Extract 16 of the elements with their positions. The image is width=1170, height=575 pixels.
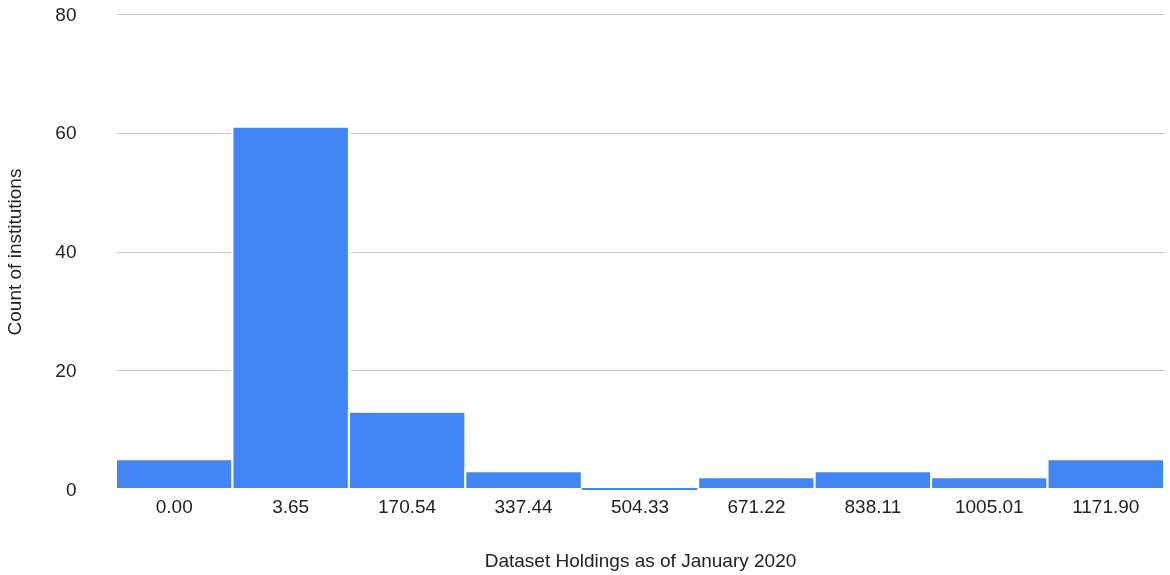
x-tick-label: 1171.90 [1072, 495, 1140, 517]
y-tick-label: 40 [55, 241, 77, 262]
x-tick-label: 671.22 [727, 495, 786, 517]
x-tick-label: 170.54 [378, 495, 437, 517]
x-axis-title: Dataset Holdings as of January 2020 [484, 549, 797, 571]
x-tick-label: 838.11 [844, 495, 902, 517]
x-tick-label: 3.65 [272, 495, 310, 517]
x-tick-label: 337.44 [494, 495, 554, 517]
x-tick-label: 0.00 [155, 495, 193, 517]
y-tick-label: 20 [55, 359, 77, 381]
y-axis-title: Count of institutions [4, 168, 26, 336]
y-tick-label: 60 [55, 122, 77, 144]
y-tick-label: 80 [55, 3, 77, 25]
y-tick-label: 0 [65, 478, 77, 500]
x-tick-label: 504.33 [610, 495, 670, 517]
x-tick-label: 1005.01 [954, 495, 1024, 517]
